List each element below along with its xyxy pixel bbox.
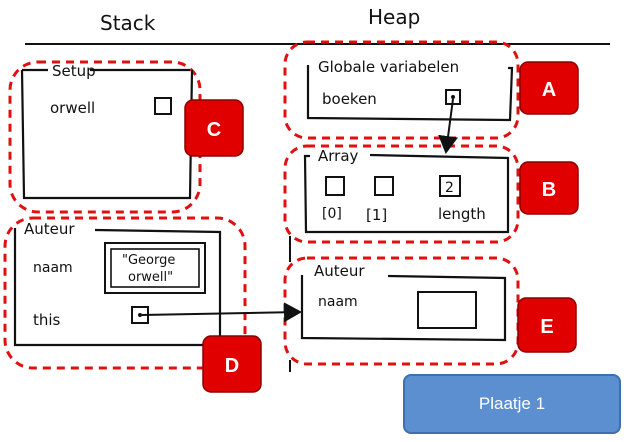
plaatje-button-label: Plaatje 1: [478, 394, 546, 413]
naam-label: naam: [33, 260, 73, 276]
naam-value-box: [104, 242, 206, 294]
auteur-naam-slot: [417, 291, 477, 329]
globals-box: [306, 65, 514, 122]
naam-value-line2: orwell": [128, 270, 173, 285]
auteur-object-title: Auteur: [314, 262, 365, 280]
badge-c-label: C: [207, 119, 221, 141]
badge-b: B: [519, 161, 579, 215]
heap-heading: Heap: [368, 5, 420, 29]
auteur-naam-label: naam: [318, 294, 358, 310]
this-label: this: [33, 311, 61, 329]
array-length-value: 2: [445, 180, 454, 196]
array-length-slot: [439, 175, 461, 197]
this-reference-dot: [138, 313, 142, 317]
array-slot-0: [325, 176, 345, 196]
setup-title: Setup: [52, 62, 96, 80]
auteur-object-box: [300, 274, 507, 342]
naam-value-line1: "George: [122, 253, 175, 268]
orwell-label: orwell: [50, 99, 95, 117]
setup-frame: Setup orwell: [8, 60, 202, 214]
boeken-reference-dot: [451, 95, 455, 99]
badge-d-label: D: [225, 355, 239, 377]
badge-e-label: E: [540, 316, 553, 338]
array-index-0: [0]: [322, 206, 342, 222]
array-title: Array: [318, 147, 359, 165]
orwell-reference-slot: [154, 97, 172, 115]
array-slot-1: [374, 176, 394, 196]
array-length-label: length: [438, 205, 486, 223]
globals-frame: Globale variabelen boeken: [283, 40, 520, 140]
array-box: [303, 153, 510, 234]
arrow-boeken-to-array: [438, 98, 459, 154]
array-index-1: [1]: [366, 206, 387, 224]
badge-b-label: B: [542, 179, 556, 201]
badge-e: E: [517, 297, 577, 353]
array-frame: Array 2 [0] [1] length: [283, 144, 520, 244]
plaatje-button[interactable]: Plaatje 1: [403, 374, 621, 434]
highlight-d: [3, 216, 247, 370]
badge-d: D: [202, 335, 262, 393]
highlight-c: [8, 60, 202, 214]
arrow-this-to-auteur: [141, 302, 302, 323]
stack-heading: Stack: [100, 11, 156, 35]
auteur-stack-title: Auteur: [24, 220, 75, 238]
badge-a-label: A: [542, 79, 556, 101]
globals-title: Globale variabelen: [318, 58, 459, 76]
badge-a: A: [519, 61, 579, 115]
boeken-label: boeken: [322, 90, 377, 108]
setup-box: [20, 68, 194, 200]
auteur-object-frame: Auteur naam: [283, 256, 520, 366]
highlight-a: [283, 40, 520, 140]
badge-c: C: [184, 99, 244, 157]
naam-value-inner-box: [110, 248, 200, 288]
